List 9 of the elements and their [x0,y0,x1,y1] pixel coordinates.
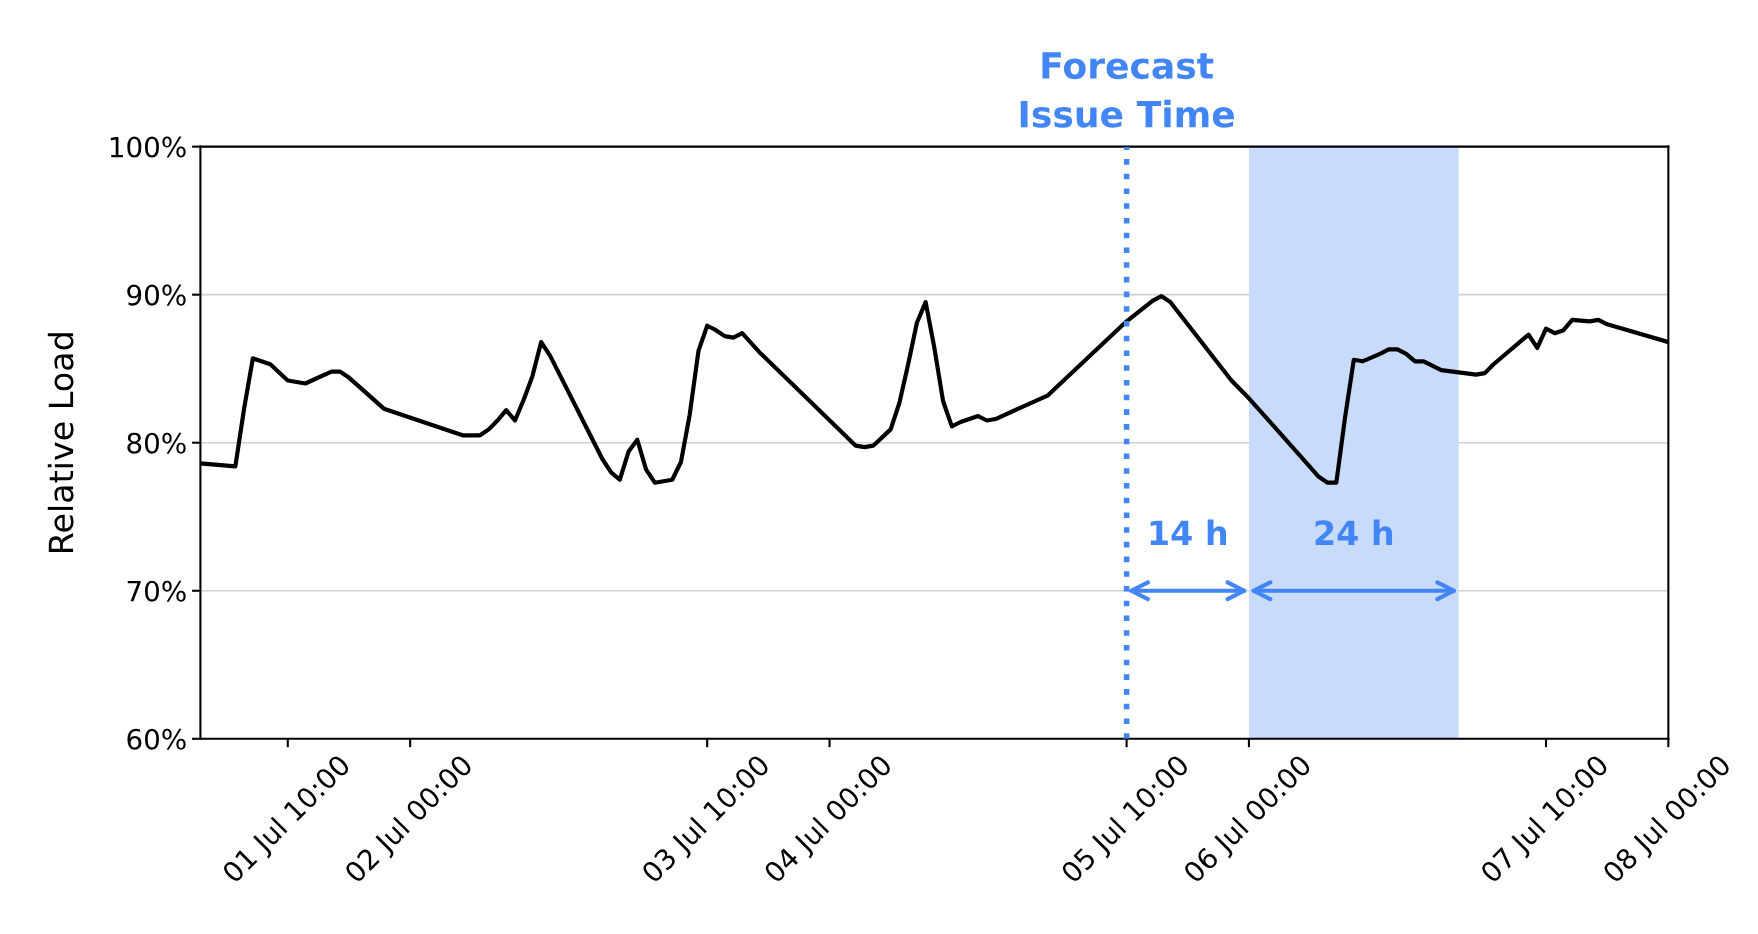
y-tick-label: 80% [127,432,186,454]
y-tick-label: 70% [127,580,186,602]
y-tick-label: 60% [127,728,186,750]
ref-line-label: Forecast Issue Time [1020,52,1235,128]
y-tick-label: 100% [110,136,186,158]
annotation: 14 h [1150,519,1227,545]
y-axis-title: Relative Load [47,333,74,552]
y-tick-label: 90% [127,284,186,306]
annotation: 24 h [1315,519,1393,545]
